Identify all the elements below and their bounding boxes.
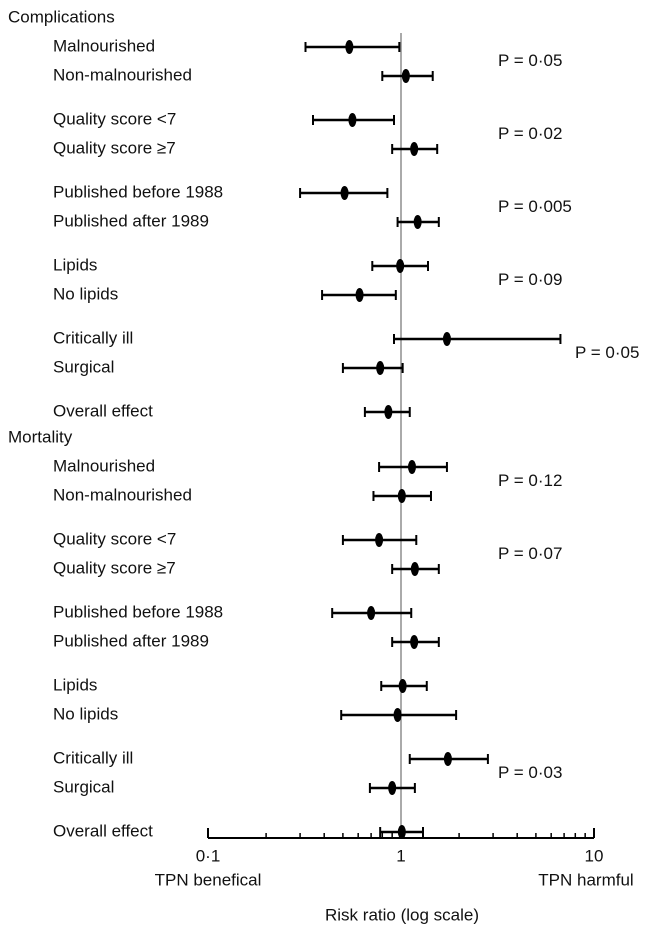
p-value: P = 0·03 xyxy=(498,763,562,782)
point-estimate xyxy=(397,825,406,839)
point-estimate xyxy=(397,489,406,503)
point-estimate xyxy=(410,635,419,649)
row-label: Critically ill xyxy=(53,328,133,347)
right-note: TPN harmful xyxy=(538,870,633,889)
point-estimate xyxy=(348,113,357,127)
p-value: P = 0·005 xyxy=(498,197,572,216)
row-label: Malnourished xyxy=(53,36,155,55)
point-estimate xyxy=(398,679,407,693)
row-label: Lipids xyxy=(53,675,97,694)
p-value: P = 0·05 xyxy=(575,343,639,362)
row-label: Non-malnourished xyxy=(53,65,192,84)
x-tick-label: 1 xyxy=(396,846,405,865)
row-label: Quality score <7 xyxy=(53,109,176,128)
row-label: Quality score ≥7 xyxy=(53,558,176,577)
p-value: P = 0·07 xyxy=(498,544,562,563)
row-label: Published before 1988 xyxy=(53,602,223,621)
point-estimate xyxy=(410,562,419,576)
row-label: Published after 1989 xyxy=(53,211,209,230)
point-estimate xyxy=(396,259,405,273)
x-tick-label: 10 xyxy=(585,846,604,865)
p-value: P = 0·09 xyxy=(498,270,562,289)
x-axis-title: Risk ratio (log scale) xyxy=(325,905,479,924)
row-label: Surgical xyxy=(53,357,114,376)
section-title: Mortality xyxy=(8,427,73,446)
point-estimate xyxy=(443,752,452,766)
row-label: Non-malnourished xyxy=(53,485,192,504)
point-estimate xyxy=(355,288,364,302)
p-value: P = 0·12 xyxy=(498,471,562,490)
point-estimate xyxy=(345,40,354,54)
left-note: TPN benefical xyxy=(155,870,262,889)
row-label: Quality score <7 xyxy=(53,529,176,548)
p-value: P = 0·02 xyxy=(498,124,562,143)
point-estimate xyxy=(401,69,410,83)
point-estimate xyxy=(367,606,376,620)
section-title: Complications xyxy=(8,7,115,26)
point-estimate xyxy=(442,332,451,346)
row-label: Published after 1989 xyxy=(53,631,209,650)
point-estimate xyxy=(388,781,397,795)
x-tick-label: 0·1 xyxy=(196,846,221,865)
row-label: Overall effect xyxy=(53,401,153,420)
point-estimate xyxy=(340,186,349,200)
row-label: Malnourished xyxy=(53,456,155,475)
row-label: Surgical xyxy=(53,777,114,796)
row-label: Critically ill xyxy=(53,748,133,767)
point-estimate xyxy=(376,361,385,375)
row-label: No lipids xyxy=(53,704,118,723)
point-estimate xyxy=(384,405,393,419)
row-label: Overall effect xyxy=(53,821,153,840)
row-label: No lipids xyxy=(53,284,118,303)
point-estimate xyxy=(375,533,384,547)
point-estimate xyxy=(413,215,422,229)
p-value: P = 0·05 xyxy=(498,51,562,70)
point-estimate xyxy=(407,460,416,474)
row-label: Published before 1988 xyxy=(53,182,223,201)
point-estimate xyxy=(410,142,419,156)
point-estimate xyxy=(393,708,402,722)
row-label: Quality score ≥7 xyxy=(53,138,176,157)
row-label: Lipids xyxy=(53,255,97,274)
